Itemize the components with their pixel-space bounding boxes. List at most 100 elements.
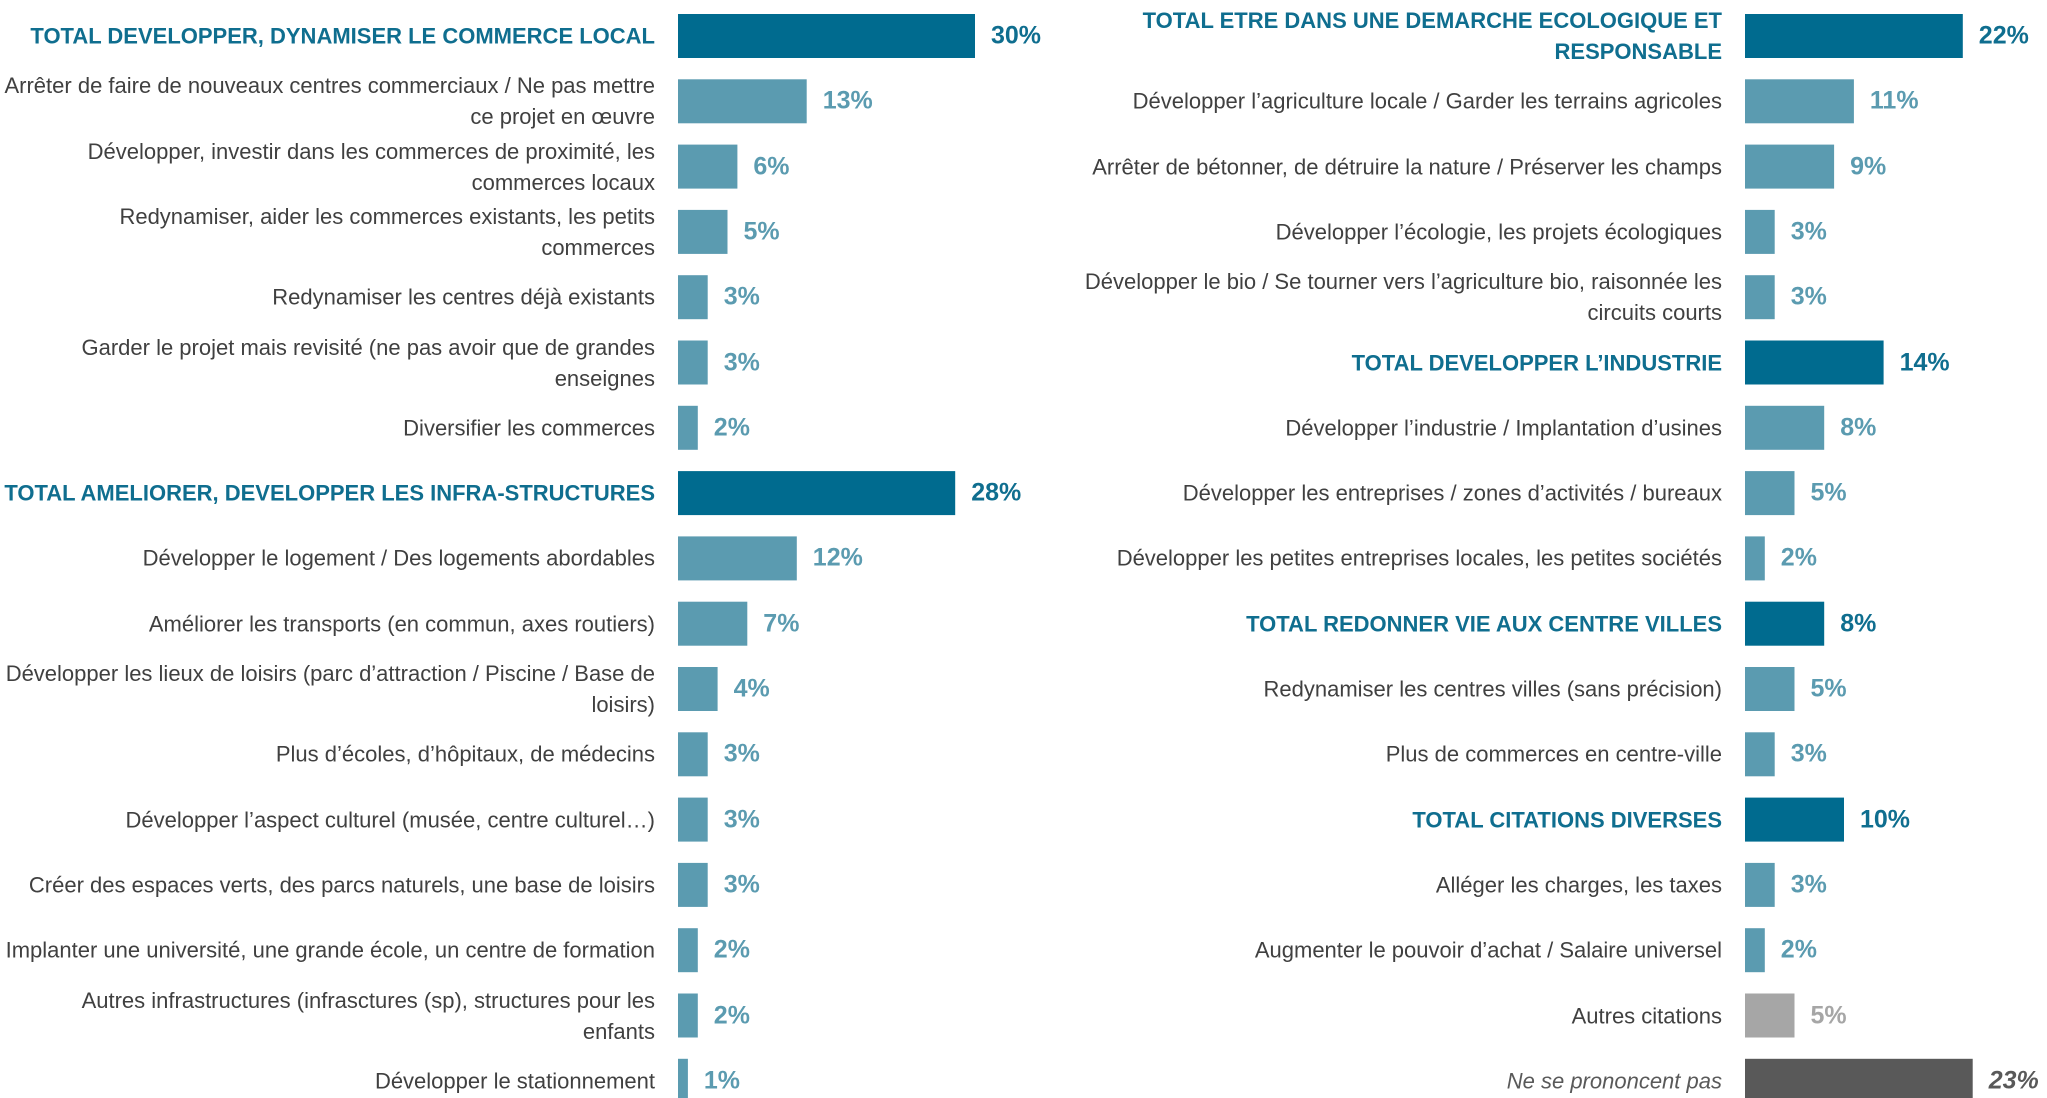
category-label: TOTAL CITATIONS DIVERSES [1412, 807, 1722, 833]
category-label: Développer le bio / Se tourner vers l’ag… [1084, 269, 1722, 326]
value-label: 3% [723, 348, 760, 376]
bar [1745, 471, 1795, 516]
category-label: Arrêter de bétonner, de détruire la natu… [1092, 154, 1722, 180]
value-label: 30% [991, 21, 1042, 50]
value-label: 5% [1810, 674, 1847, 703]
category-label: Redynamiser les centres villes (sans pré… [1263, 676, 1723, 702]
value-label: 3% [1790, 282, 1827, 311]
category-label: TOTAL ETRE DANS UNE DEMARCHE ECOLOGIQUE … [1142, 8, 1722, 64]
category-label: Améliorer les transports (en commun, axe… [148, 611, 655, 637]
bar [1745, 732, 1775, 777]
bar [678, 928, 698, 973]
bar [678, 275, 708, 320]
category-label: Autres infrastructures (infrasctures (sp… [81, 987, 655, 1044]
bar [678, 862, 708, 907]
bar [1745, 797, 1844, 842]
bar [1745, 667, 1795, 711]
category-label: Développer l’industrie / Implantation d’… [1285, 415, 1722, 441]
bar [678, 667, 718, 711]
category-label: Ne se prononcent pas [1506, 1068, 1722, 1094]
bar [678, 340, 708, 385]
category-label: TOTAL DEVELOPPER, DYNAMISER LE COMMERCE … [30, 23, 655, 49]
bar [1745, 209, 1775, 254]
value-label: 9% [1850, 152, 1887, 181]
value-label: 2% [1780, 935, 1817, 964]
category-label: Développer l’aspect culturel (musée, cen… [125, 807, 655, 833]
bar [678, 536, 797, 581]
value-label: 11% [1869, 86, 1919, 115]
value-label: 3% [723, 870, 760, 899]
bar [1745, 993, 1795, 1038]
value-label: 7% [763, 609, 800, 638]
value-label: 13% [822, 86, 873, 115]
bar [1745, 536, 1765, 581]
category-label: Augmenter le pouvoir d’achat / Salaire u… [1254, 937, 1722, 963]
value-label: 28% [971, 478, 1022, 507]
category-label: Implanter une université, une grande éco… [5, 937, 655, 963]
bar [1745, 601, 1825, 646]
category-label: Redynamiser, aider les commerces existan… [119, 203, 655, 260]
value-label: 8% [1840, 413, 1877, 442]
value-label: 3% [723, 739, 760, 768]
value-label: 6% [753, 152, 790, 181]
category-label: Développer le stationnement [374, 1068, 655, 1094]
value-label: 4% [733, 674, 770, 703]
category-label: Arrêter de faire de nouveaux centres com… [4, 73, 655, 130]
bar [1745, 79, 1854, 124]
category-label: Redynamiser les centres déjà existants [272, 284, 655, 310]
category-label: Développer le logement / Des logements a… [142, 545, 655, 571]
bar [1745, 275, 1775, 320]
value-label: 3% [1790, 739, 1827, 768]
bar [1745, 14, 1963, 58]
category-label: Plus d’écoles, d’hôpitaux, de médecins [275, 741, 655, 767]
category-label: Créer des espaces verts, des parcs natur… [28, 872, 655, 898]
value-label: 3% [1790, 870, 1827, 899]
category-label: TOTAL REDONNER VIE AUX CENTRE VILLES [1246, 611, 1722, 637]
value-label: 2% [1780, 543, 1817, 572]
category-label: Garder le projet mais revisité (ne pas a… [81, 334, 655, 391]
category-label: Autres citations [1571, 1003, 1722, 1028]
category-label: Diversifier les commerces [403, 415, 655, 441]
bar [1745, 928, 1765, 973]
value-label: 2% [713, 1001, 750, 1029]
category-label: Développer les entreprises / zones d’act… [1182, 480, 1722, 506]
value-label: 8% [1840, 609, 1877, 638]
bar [678, 732, 708, 777]
bar [1745, 862, 1775, 907]
value-label: 14% [1899, 348, 1950, 376]
bar [678, 14, 975, 58]
value-label: 3% [1790, 217, 1827, 246]
bar [678, 797, 708, 842]
bar [1745, 1058, 1973, 1098]
value-label: 5% [743, 217, 780, 246]
bar [1745, 340, 1884, 385]
value-label: 1% [703, 1066, 741, 1095]
value-label: 5% [1810, 1001, 1847, 1029]
bar [678, 79, 807, 124]
value-label: 5% [1810, 478, 1847, 507]
category-label: Développer les lieux de loisirs (parc d’… [5, 661, 655, 717]
bar [678, 471, 956, 516]
bar [678, 601, 748, 646]
category-label: Développer l’écologie, les projets écolo… [1275, 219, 1722, 245]
value-label: 10% [1860, 805, 1911, 834]
bar [1745, 144, 1835, 189]
category-label: Plus de commerces en centre-ville [1385, 741, 1722, 767]
category-label: Développer, investir dans les commerces … [87, 138, 655, 195]
bar [678, 209, 728, 254]
value-label: 12% [812, 543, 863, 572]
value-label: 3% [723, 282, 760, 311]
category-label: Développer les petites entreprises local… [1116, 545, 1722, 571]
value-label: 3% [723, 805, 760, 834]
bar [678, 993, 698, 1038]
category-label: TOTAL DEVELOPPER L’INDUSTRIE [1351, 350, 1722, 375]
value-label: 2% [713, 413, 750, 442]
bar [1745, 405, 1825, 450]
value-label: 2% [713, 935, 750, 964]
value-label: 23% [1988, 1066, 2039, 1095]
bar [678, 144, 738, 189]
bar [678, 405, 698, 450]
category-label: Alléger les charges, les taxes [1435, 872, 1722, 898]
category-label: Développer l’agriculture locale / Garder… [1132, 88, 1722, 114]
